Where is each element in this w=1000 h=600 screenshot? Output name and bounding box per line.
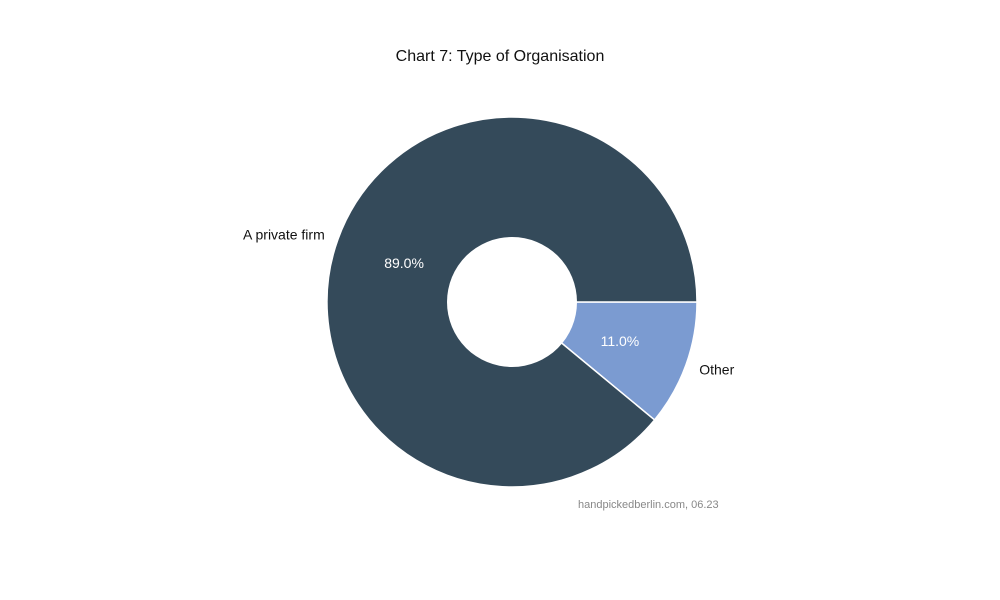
source-credit: handpickedberlin.com, 06.23 [578, 499, 719, 511]
slice-pct-other: 11.0% [601, 333, 640, 349]
slice-label-private-firm: A private firm [243, 227, 325, 243]
donut-hole [447, 237, 577, 367]
chart-title: Chart 7: Type of Organisation [395, 48, 605, 65]
slice-label-other: Other [699, 361, 734, 377]
slice-pct-private-firm: 89.0% [384, 255, 424, 271]
